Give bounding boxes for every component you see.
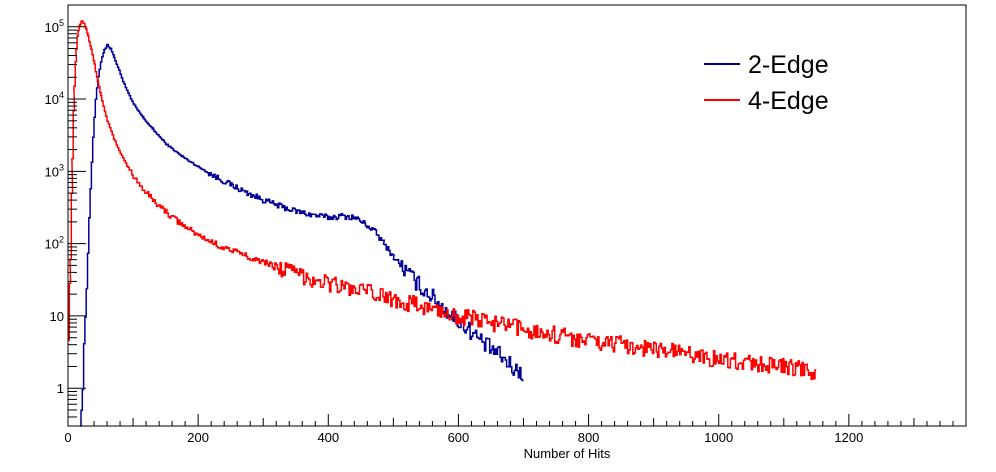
y-tick-label: 1 xyxy=(57,381,64,396)
legend-label: 2-Edge xyxy=(748,51,829,79)
y-tick-label: 105 xyxy=(45,18,64,35)
legend-label: 4-Edge xyxy=(748,87,829,115)
x-tick-label: 800 xyxy=(578,430,600,445)
series-line-2 xyxy=(68,20,817,381)
plot-frame xyxy=(67,4,967,427)
legend: 2-Edge 4-Edge xyxy=(704,51,829,115)
x-tick-label: 600 xyxy=(448,430,470,445)
x-tick-label: 200 xyxy=(187,430,209,445)
y-tick-label: 102 xyxy=(45,235,64,252)
x-tick-label: 400 xyxy=(317,430,339,445)
x-tick-label: 0 xyxy=(64,430,71,445)
y-tick-label: 10 xyxy=(50,309,64,324)
series-line-1 xyxy=(79,43,524,427)
x-axis-title: Number of Hits xyxy=(524,446,611,461)
y-tick-label: 103 xyxy=(45,162,64,179)
x-tick-label: 1000 xyxy=(704,430,733,445)
axes-layer: 0 200 400 600 800 1000 1200 1 10 102 103 104 105 xyxy=(45,4,967,445)
y-tick-label: 104 xyxy=(45,90,64,107)
x-tick-label: 1200 xyxy=(834,430,863,445)
series-layer xyxy=(68,20,817,427)
